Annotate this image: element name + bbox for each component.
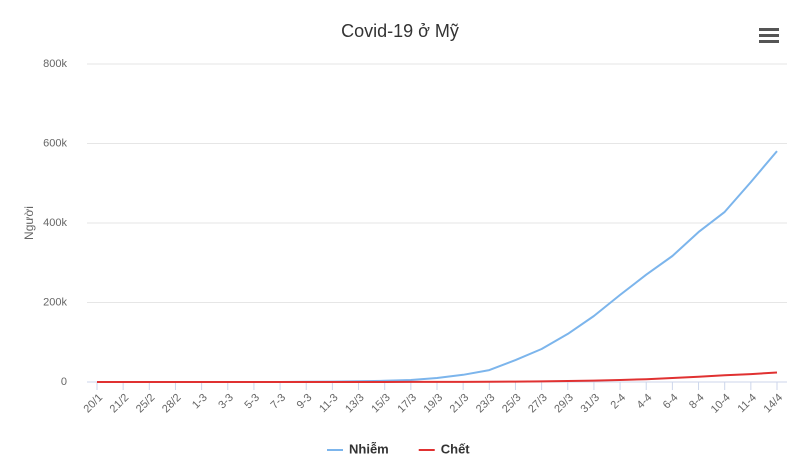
- menu-bar[interactable]: [759, 40, 779, 43]
- legend-item: Chết: [418, 441, 471, 456]
- chart-title: Covid-19 ở Mỹ: [341, 21, 459, 41]
- y-axis-label: Người: [22, 206, 36, 240]
- y-tick-label: 400k: [43, 217, 67, 229]
- menu-button[interactable]: [759, 28, 779, 43]
- y-tick-label: 200k: [43, 296, 67, 308]
- y-tick-label: 0: [61, 376, 67, 388]
- series-line: [97, 371, 778, 383]
- legend-label: Nhiễm: [349, 441, 389, 456]
- menu-bar[interactable]: [759, 34, 779, 37]
- y-tick-label: 600k: [43, 137, 67, 149]
- legend-label: Chết: [441, 441, 471, 456]
- y-tick-label: 800k: [43, 58, 67, 70]
- legend-item: Nhiễm: [327, 441, 389, 456]
- menu-bar[interactable]: [759, 28, 779, 31]
